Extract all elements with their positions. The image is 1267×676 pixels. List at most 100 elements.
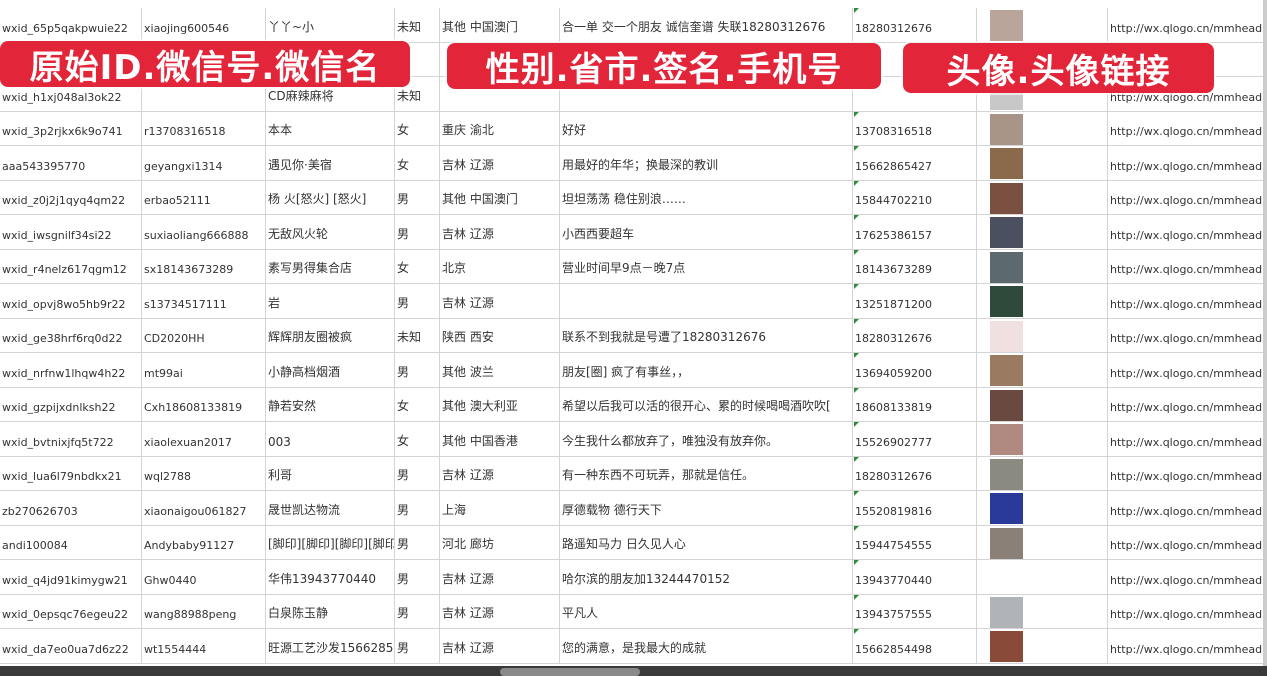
cell-avatar[interactable] xyxy=(977,318,1108,352)
cell-original-id[interactable]: andi100084 xyxy=(0,525,142,559)
cell-wechat-id[interactable]: xiaojing600546 xyxy=(142,8,266,42)
cell-wechat-id[interactable]: mt99ai xyxy=(142,353,266,387)
cell-region[interactable]: 其他 中国澳门 xyxy=(440,8,560,42)
cell-region[interactable]: 河北 廊坊 xyxy=(440,525,560,559)
cell-original-id[interactable]: wxid_r4nelz617qgm12 xyxy=(0,249,142,283)
cell-phone[interactable]: 15662865427 xyxy=(853,146,977,180)
cell-gender[interactable] xyxy=(395,42,440,76)
cell-phone[interactable]: 18280312676 xyxy=(853,318,977,352)
cell-gender[interactable]: 男 xyxy=(395,594,440,628)
cell-signature[interactable]: 路遥知马力 日久见人心 xyxy=(560,525,853,559)
cell-region[interactable]: 吉林 辽源 xyxy=(440,594,560,628)
cell-wechat-name[interactable]: 旺源工艺沙发15662854 xyxy=(266,629,395,663)
cell-signature[interactable]: 好好 xyxy=(560,111,853,145)
cell-gender[interactable]: 男 xyxy=(395,215,440,249)
cell-wechat-id[interactable]: geyangxi1314 xyxy=(142,146,266,180)
cell-wechat-name[interactable]: 杨 火[怒火] [怒火] xyxy=(266,180,395,214)
cell-signature[interactable]: 您的满意，是我最大的成就 xyxy=(560,629,853,663)
cell-gender[interactable]: 女 xyxy=(395,146,440,180)
cell-gender[interactable]: 男 xyxy=(395,180,440,214)
cell-avatar[interactable] xyxy=(977,146,1108,180)
cell-phone[interactable]: 17625386157 xyxy=(853,215,977,249)
cell-gender[interactable]: 男 xyxy=(395,560,440,594)
cell-original-id[interactable]: wxid_ge38hrf6rq0d22 xyxy=(0,318,142,352)
cell-original-id[interactable]: wxid_3p2rjkx6k9o741 xyxy=(0,111,142,145)
cell-phone[interactable]: 18280312676 xyxy=(853,8,977,42)
cell-avatar[interactable] xyxy=(977,249,1108,283)
horizontal-scrollbar-thumb[interactable] xyxy=(500,668,640,676)
cell-phone[interactable]: 15944754555 xyxy=(853,525,977,559)
cell-wechat-name[interactable]: 静若安然 xyxy=(266,387,395,421)
cell-region[interactable]: 上海 xyxy=(440,491,560,525)
cell-avatar-url[interactable]: http://wx.qlogo.cn/mmhead xyxy=(1108,629,1267,663)
cell-phone[interactable]: 13943770440 xyxy=(853,560,977,594)
cell-original-id[interactable]: aaa543395770 xyxy=(0,146,142,180)
vertical-scrollbar[interactable] xyxy=(1263,0,1267,666)
cell-original-id[interactable]: wxid_0epsqc76egeu22 xyxy=(0,594,142,628)
cell-signature[interactable]: 联系不到我就是号遭了18280312676 xyxy=(560,318,853,352)
cell-wechat-name[interactable]: 晟世凯达物流 xyxy=(266,491,395,525)
cell-avatar-url[interactable]: http://wx.qlogo.cn/mmhead xyxy=(1108,491,1267,525)
cell-region[interactable]: 吉林 辽源 xyxy=(440,456,560,490)
cell-region[interactable]: 吉林 辽源 xyxy=(440,629,560,663)
cell-region[interactable]: 陕西 西安 xyxy=(440,318,560,352)
cell-signature[interactable]: 坦坦荡荡 稳住别浪…… xyxy=(560,180,853,214)
cell-original-id[interactable]: wxid_65p5qakpwuie22 xyxy=(0,8,142,42)
cell-wechat-id[interactable]: sx18143673289 xyxy=(142,249,266,283)
cell-wechat-id[interactable]: CD2020HH xyxy=(142,318,266,352)
cell-original-id[interactable]: wxid_iwsgnilf34si22 xyxy=(0,215,142,249)
cell-avatar-url[interactable]: http://wx.qlogo.cn/mmhead xyxy=(1108,249,1267,283)
cell-phone[interactable] xyxy=(853,77,977,111)
cell-avatar[interactable] xyxy=(977,284,1108,318)
cell-avatar-url[interactable]: http://wx.qlogo.cn/mmhead xyxy=(1108,8,1267,42)
cell-avatar[interactable] xyxy=(977,560,1108,594)
cell-wechat-name[interactable]: 利哥 xyxy=(266,456,395,490)
cell-gender[interactable]: 女 xyxy=(395,249,440,283)
cell-wechat-name[interactable]: 白泉陈玉静 xyxy=(266,594,395,628)
cell-gender[interactable]: 女 xyxy=(395,387,440,421)
cell-wechat-id[interactable]: wql2788 xyxy=(142,456,266,490)
cell-wechat-id[interactable]: Andybaby91127 xyxy=(142,525,266,559)
cell-signature[interactable]: 今生我什么都放弃了，唯独没有放弃你。 xyxy=(560,422,853,456)
cell-avatar[interactable] xyxy=(977,525,1108,559)
cell-wechat-id[interactable]: xiaonaigou061827 xyxy=(142,491,266,525)
cell-signature[interactable]: 希望以后我可以活的很开心、累的时候喝喝酒吹吹[ xyxy=(560,387,853,421)
cell-gender[interactable]: 女 xyxy=(395,111,440,145)
cell-region[interactable] xyxy=(440,77,560,111)
cell-wechat-name[interactable]: 遇见你·美宿 xyxy=(266,146,395,180)
cell-original-id[interactable]: wxid_h1xj048al3ok22 xyxy=(0,77,142,111)
cell-avatar-url[interactable]: http://wx.qlogo.cn/mmhead xyxy=(1108,215,1267,249)
cell-phone[interactable]: 18143673289 xyxy=(853,249,977,283)
cell-wechat-name[interactable]: 丫丫~小 xyxy=(266,8,395,42)
cell-avatar[interactable] xyxy=(977,594,1108,628)
cell-signature[interactable]: 平凡人 xyxy=(560,594,853,628)
cell-avatar[interactable] xyxy=(977,8,1108,42)
cell-region[interactable]: 北京 xyxy=(440,249,560,283)
cell-avatar[interactable] xyxy=(977,180,1108,214)
cell-phone[interactable]: 13708316518 xyxy=(853,111,977,145)
cell-avatar-url[interactable]: http://wx.qlogo.cn/mmhead xyxy=(1108,456,1267,490)
cell-original-id[interactable]: wxid_da7eo0ua7d6z22 xyxy=(0,629,142,663)
cell-region[interactable]: 其他 波兰 xyxy=(440,353,560,387)
cell-signature[interactable] xyxy=(560,284,853,318)
cell-wechat-id[interactable]: erbao52111 xyxy=(142,180,266,214)
cell-avatar-url[interactable]: http://wx.qlogo.cn/mmhead xyxy=(1108,560,1267,594)
cell-region[interactable]: 吉林 辽源 xyxy=(440,146,560,180)
cell-wechat-name[interactable]: 本本 xyxy=(266,111,395,145)
cell-signature[interactable]: 朋友[圈] 疯了有事丝，， xyxy=(560,353,853,387)
cell-phone[interactable]: 13694059200 xyxy=(853,353,977,387)
cell-phone[interactable]: 18608133819 xyxy=(853,387,977,421)
cell-region[interactable]: 重庆 渝北 xyxy=(440,111,560,145)
cell-wechat-name[interactable]: 辉辉朋友圈被疯 xyxy=(266,318,395,352)
cell-signature[interactable]: 合一单 交一个朋友 诚信奎谱 失联18280312676 xyxy=(560,8,853,42)
cell-gender[interactable]: 男 xyxy=(395,456,440,490)
cell-avatar-url[interactable]: http://wx.qlogo.cn/mmhead xyxy=(1108,525,1267,559)
cell-original-id[interactable]: wxid_gzpijxdnlksh22 xyxy=(0,387,142,421)
cell-avatar[interactable] xyxy=(977,422,1108,456)
cell-signature[interactable]: 营业时间早9点－晚7点 xyxy=(560,249,853,283)
cell-wechat-name[interactable]: 无敌风火轮 xyxy=(266,215,395,249)
cell-region[interactable]: 其他 中国香港 xyxy=(440,422,560,456)
cell-wechat-name[interactable]: CD麻辣麻将 xyxy=(266,77,395,111)
cell-wechat-id[interactable]: wt1554444 xyxy=(142,629,266,663)
cell-phone[interactable]: 13943757555 xyxy=(853,594,977,628)
